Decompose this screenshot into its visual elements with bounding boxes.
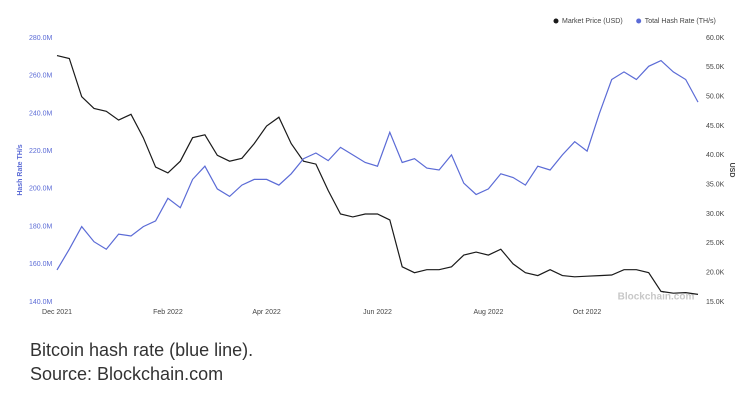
legend-label: Total Hash Rate (TH/s) (645, 18, 716, 25)
y2-tick-label: 15.0K (706, 299, 725, 306)
y2-tick-label: 25.0K (706, 240, 725, 247)
y-tick-label: 240.0M (29, 110, 53, 117)
y2-tick-label: 40.0K (706, 152, 725, 159)
legend-label: Market Price (USD) (562, 18, 623, 25)
chart: Hash Rate TH/s USD Blockchain.com 140.0M… (0, 0, 742, 322)
y2-tick-label: 55.0K (706, 64, 725, 71)
x-tick-label: Feb 2022 (153, 309, 183, 316)
legend-marker (636, 18, 642, 24)
y-tick-label: 160.0M (29, 261, 53, 268)
legend-marker (553, 18, 559, 24)
y2-tick-label: 60.0K (706, 35, 725, 42)
y2-tick-label: 35.0K (706, 182, 725, 189)
y-tick-label: 220.0M (29, 148, 53, 155)
series-line (56, 55, 699, 295)
x-tick-label: Jun 2022 (363, 309, 392, 316)
y-tick-label: 180.0M (29, 223, 53, 230)
series-line (56, 59, 699, 271)
y2-tick-label: 30.0K (706, 211, 725, 218)
x-tick-label: Aug 2022 (473, 309, 503, 316)
caption-line: Bitcoin hash rate (blue line). (30, 340, 254, 360)
x-tick-label: Oct 2022 (573, 309, 602, 316)
y-tick-label: 140.0M (29, 299, 53, 306)
caption-line: Source: Blockchain.com (30, 364, 224, 384)
y-tick-label: 260.0M (29, 73, 53, 80)
y-axis-title: Hash Rate TH/s (17, 144, 24, 195)
watermark: Blockchain.com (618, 292, 695, 303)
x-tick-label: Dec 2021 (42, 309, 72, 316)
y2-tick-label: 50.0K (706, 94, 725, 101)
y2-tick-label: 45.0K (706, 123, 725, 130)
y2-tick-label: 20.0K (706, 270, 725, 277)
x-tick-label: Apr 2022 (252, 309, 281, 316)
y-tick-label: 200.0M (29, 186, 53, 193)
y2-axis-title: USD (728, 163, 735, 178)
y-tick-label: 280.0M (29, 35, 53, 42)
chart-bg (0, 0, 742, 322)
